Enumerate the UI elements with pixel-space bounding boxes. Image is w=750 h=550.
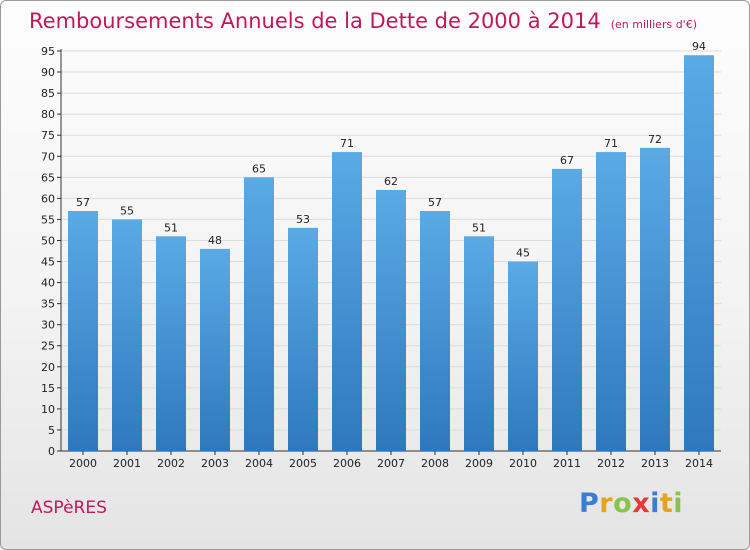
- data-label: 94: [692, 40, 706, 53]
- bar: [464, 236, 494, 451]
- y-tick-label: 65: [41, 171, 55, 184]
- labels: 0 5 10 15 20 25 30 35 40 45 50 55 60 65 70 75 80 85 90 95 57…: [41, 40, 713, 470]
- logo-letter: i: [673, 488, 684, 519]
- bar: [640, 147, 670, 451]
- y-tick-label: 15: [41, 382, 55, 395]
- logo-letter: P: [579, 488, 600, 519]
- chart-subtitle: (en milliers d'€): [610, 18, 697, 31]
- bar: [596, 152, 626, 452]
- y-tick-label: 90: [41, 66, 55, 79]
- x-tick-label: 2008: [421, 457, 449, 470]
- y-tick-label: 20: [41, 361, 55, 374]
- data-label: 67: [560, 154, 574, 167]
- bar: [376, 189, 406, 451]
- x-tick-label: 2002: [157, 457, 185, 470]
- y-tick-label: 30: [41, 319, 55, 332]
- x-tick-label: 2004: [245, 457, 273, 470]
- y-tick-label: 0: [48, 445, 55, 458]
- y-tick-label: 85: [41, 87, 55, 100]
- data-label: 55: [120, 204, 134, 217]
- data-label: 45: [516, 247, 530, 260]
- logo-letter: o: [613, 488, 633, 519]
- proxiti-logo: Proxiti: [579, 488, 683, 519]
- bar: [288, 227, 318, 451]
- data-label: 72: [648, 133, 662, 146]
- chart-title-text: Remboursements Annuels de la Dette de 20…: [29, 9, 601, 33]
- bars: [68, 55, 714, 452]
- x-tick-label: 2014: [685, 457, 713, 470]
- data-label: 65: [252, 162, 266, 175]
- y-tick-label: 10: [41, 403, 55, 416]
- x-tick-label: 2005: [289, 457, 317, 470]
- x-tick-label: 2007: [377, 457, 405, 470]
- bar: [684, 55, 714, 452]
- bar: [332, 152, 362, 452]
- y-tick-label: 55: [41, 213, 55, 226]
- chart-title: Remboursements Annuels de la Dette de 20…: [29, 9, 697, 33]
- commune-name: ASPèRES: [31, 498, 107, 518]
- bar: [112, 219, 142, 451]
- y-tick-label: 45: [41, 256, 55, 269]
- data-label: 51: [472, 221, 486, 234]
- y-tick-label: 50: [41, 234, 55, 247]
- y-tick-label: 5: [48, 424, 55, 437]
- bar: [552, 168, 582, 452]
- bar: [68, 211, 98, 451]
- data-label: 71: [340, 137, 354, 150]
- bar: [156, 236, 186, 451]
- logo-letter: i: [650, 488, 660, 519]
- x-tick-label: 2001: [113, 457, 141, 470]
- y-tick-label: 75: [41, 129, 55, 142]
- x-tick-label: 2012: [597, 457, 625, 470]
- data-label: 57: [76, 196, 90, 209]
- bar: [420, 211, 450, 451]
- x-tick-label: 2013: [641, 457, 669, 470]
- x-tick-label: 2006: [333, 457, 361, 470]
- y-tick-label: 25: [41, 340, 55, 353]
- bar: [244, 177, 274, 451]
- y-tick-label: 70: [41, 150, 55, 163]
- data-label: 71: [604, 137, 618, 150]
- bar: [200, 248, 230, 451]
- logo-letter: t: [659, 488, 674, 519]
- y-tick-label: 35: [41, 298, 55, 311]
- x-tick-label: 2010: [509, 457, 537, 470]
- data-label: 51: [164, 221, 178, 234]
- x-tick-label: 2003: [201, 457, 229, 470]
- data-label: 48: [208, 234, 222, 247]
- logo-letter: r: [599, 488, 614, 519]
- x-tick-label: 2000: [69, 457, 97, 470]
- x-tick-label: 2009: [465, 457, 493, 470]
- logo-letter: x: [632, 488, 651, 519]
- bar: [508, 261, 538, 451]
- data-label: 53: [296, 213, 310, 226]
- y-tick-label: 95: [41, 45, 55, 58]
- x-tick-label: 2011: [553, 457, 581, 470]
- data-label: 62: [384, 175, 398, 188]
- data-label: 57: [428, 196, 442, 209]
- y-tick-label: 60: [41, 192, 55, 205]
- y-tick-label: 40: [41, 277, 55, 290]
- y-tick-label: 80: [41, 108, 55, 121]
